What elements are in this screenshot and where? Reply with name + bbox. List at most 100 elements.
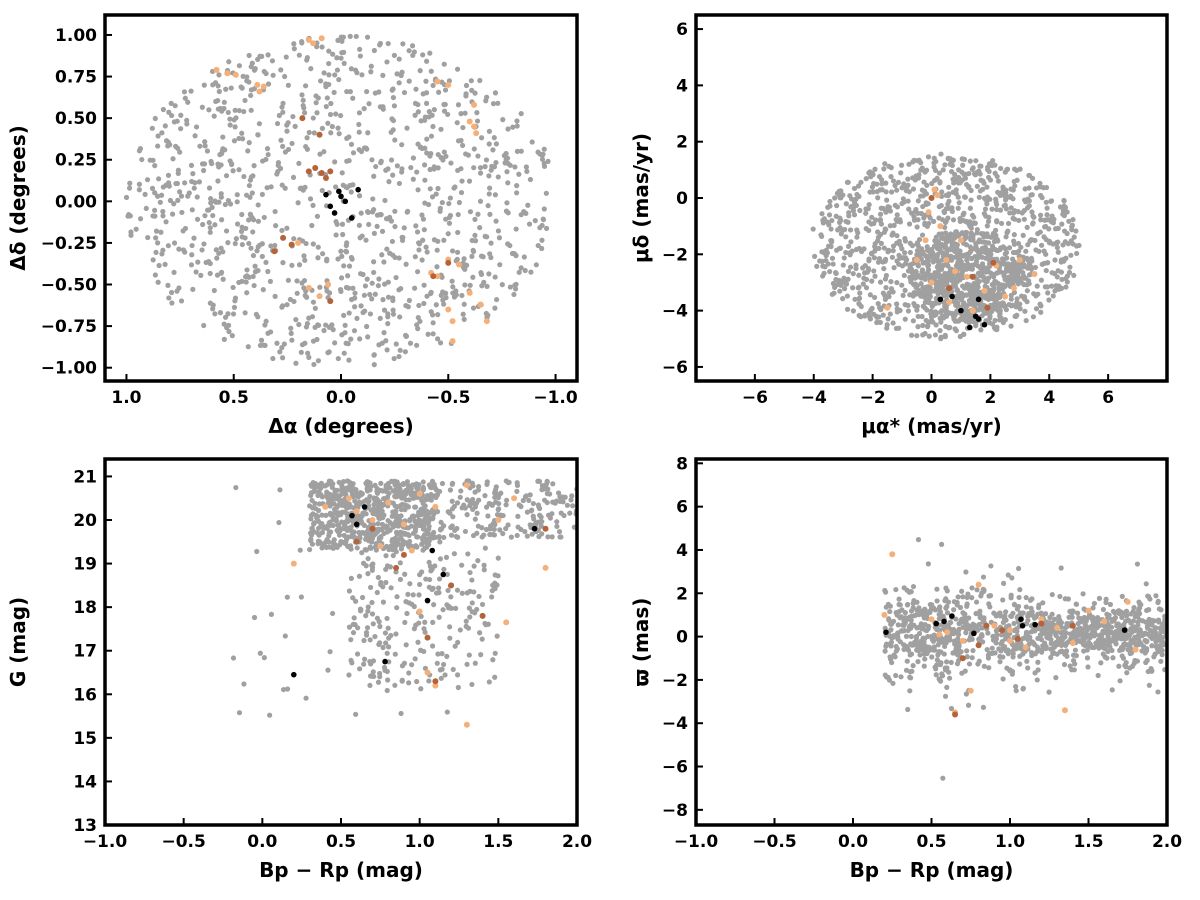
field-point <box>385 644 392 650</box>
field-point <box>529 531 535 537</box>
field-point <box>872 166 878 172</box>
field-point <box>963 691 969 697</box>
field-point <box>1008 592 1014 598</box>
field-point <box>391 523 397 529</box>
field-point <box>864 269 871 275</box>
field-point <box>937 287 943 294</box>
field-point <box>416 592 422 598</box>
field-point <box>940 775 946 781</box>
field-point <box>439 666 445 672</box>
field-point <box>348 66 354 72</box>
field-point <box>979 313 985 319</box>
field-point <box>371 230 377 237</box>
field-point <box>346 525 352 531</box>
field-point <box>152 272 158 278</box>
field-point <box>1144 623 1150 630</box>
candidate-point-light <box>473 130 480 137</box>
field-point <box>505 126 511 132</box>
field-point <box>994 632 1000 638</box>
field-point <box>425 512 431 519</box>
field-point <box>973 610 979 617</box>
field-point <box>327 111 334 118</box>
field-point <box>414 342 420 348</box>
field-point <box>1026 198 1032 204</box>
field-point <box>498 490 504 496</box>
field-point <box>918 210 924 217</box>
field-point <box>192 133 198 139</box>
field-point <box>348 189 354 195</box>
field-point <box>1020 264 1026 270</box>
field-point <box>420 539 426 545</box>
field-point <box>296 262 303 268</box>
field-point <box>1070 216 1076 223</box>
field-point <box>441 566 447 572</box>
field-point <box>408 492 414 498</box>
candidate-point-dark <box>393 564 400 571</box>
member-point <box>424 597 431 604</box>
field-point <box>1066 269 1073 276</box>
field-point <box>361 656 368 662</box>
x-tick-label: −1.0 <box>533 388 578 408</box>
field-point <box>298 594 304 600</box>
field-point <box>445 111 451 118</box>
field-point <box>522 267 528 274</box>
field-point <box>421 300 427 307</box>
field-point <box>248 92 254 99</box>
candidate-point-dark <box>312 165 319 172</box>
field-point <box>451 551 457 557</box>
field-point <box>1019 275 1025 281</box>
x-tick-label: −0.5 <box>161 832 205 852</box>
field-point <box>363 480 369 486</box>
field-point <box>529 139 535 145</box>
candidate-point-dark <box>445 259 452 266</box>
field-point <box>349 256 355 262</box>
field-point <box>1036 602 1042 608</box>
field-point <box>404 479 410 485</box>
field-point <box>450 284 456 290</box>
field-point <box>954 308 960 314</box>
field-point <box>420 52 426 58</box>
field-point <box>505 180 511 186</box>
points-sky <box>123 33 551 368</box>
field-point <box>853 202 860 209</box>
field-point <box>263 259 269 266</box>
field-point <box>486 679 492 685</box>
candidate-point-light <box>503 619 510 626</box>
x-tick-label: −2 <box>860 388 886 408</box>
x-axis-label: μα* (mas/yr) <box>861 414 1002 438</box>
field-point <box>431 602 437 608</box>
field-point <box>513 226 519 232</box>
field-point <box>403 642 409 648</box>
field-point <box>380 515 386 521</box>
field-point <box>279 227 285 234</box>
field-point <box>919 232 926 238</box>
field-point <box>514 148 521 154</box>
field-point <box>260 287 266 293</box>
field-point <box>947 324 953 331</box>
field-point <box>491 135 497 141</box>
field-point <box>952 283 958 289</box>
field-point <box>207 229 213 235</box>
field-point <box>1009 266 1015 272</box>
field-point <box>427 166 433 173</box>
field-point <box>1053 675 1059 681</box>
field-point <box>451 503 457 510</box>
field-point <box>163 138 170 144</box>
field-point <box>875 301 881 307</box>
field-point <box>1119 653 1125 659</box>
field-point <box>403 261 409 267</box>
field-point <box>359 72 365 78</box>
field-point <box>1109 629 1115 636</box>
field-point <box>313 100 319 106</box>
field-point <box>284 302 290 308</box>
field-point <box>239 211 245 218</box>
field-point <box>400 481 406 487</box>
field-point <box>1044 284 1050 290</box>
field-point <box>550 499 556 505</box>
field-point <box>485 513 491 519</box>
field-point <box>380 599 387 605</box>
field-point <box>987 315 993 321</box>
field-point <box>346 134 352 140</box>
field-point <box>394 163 400 169</box>
field-point <box>1096 595 1103 601</box>
